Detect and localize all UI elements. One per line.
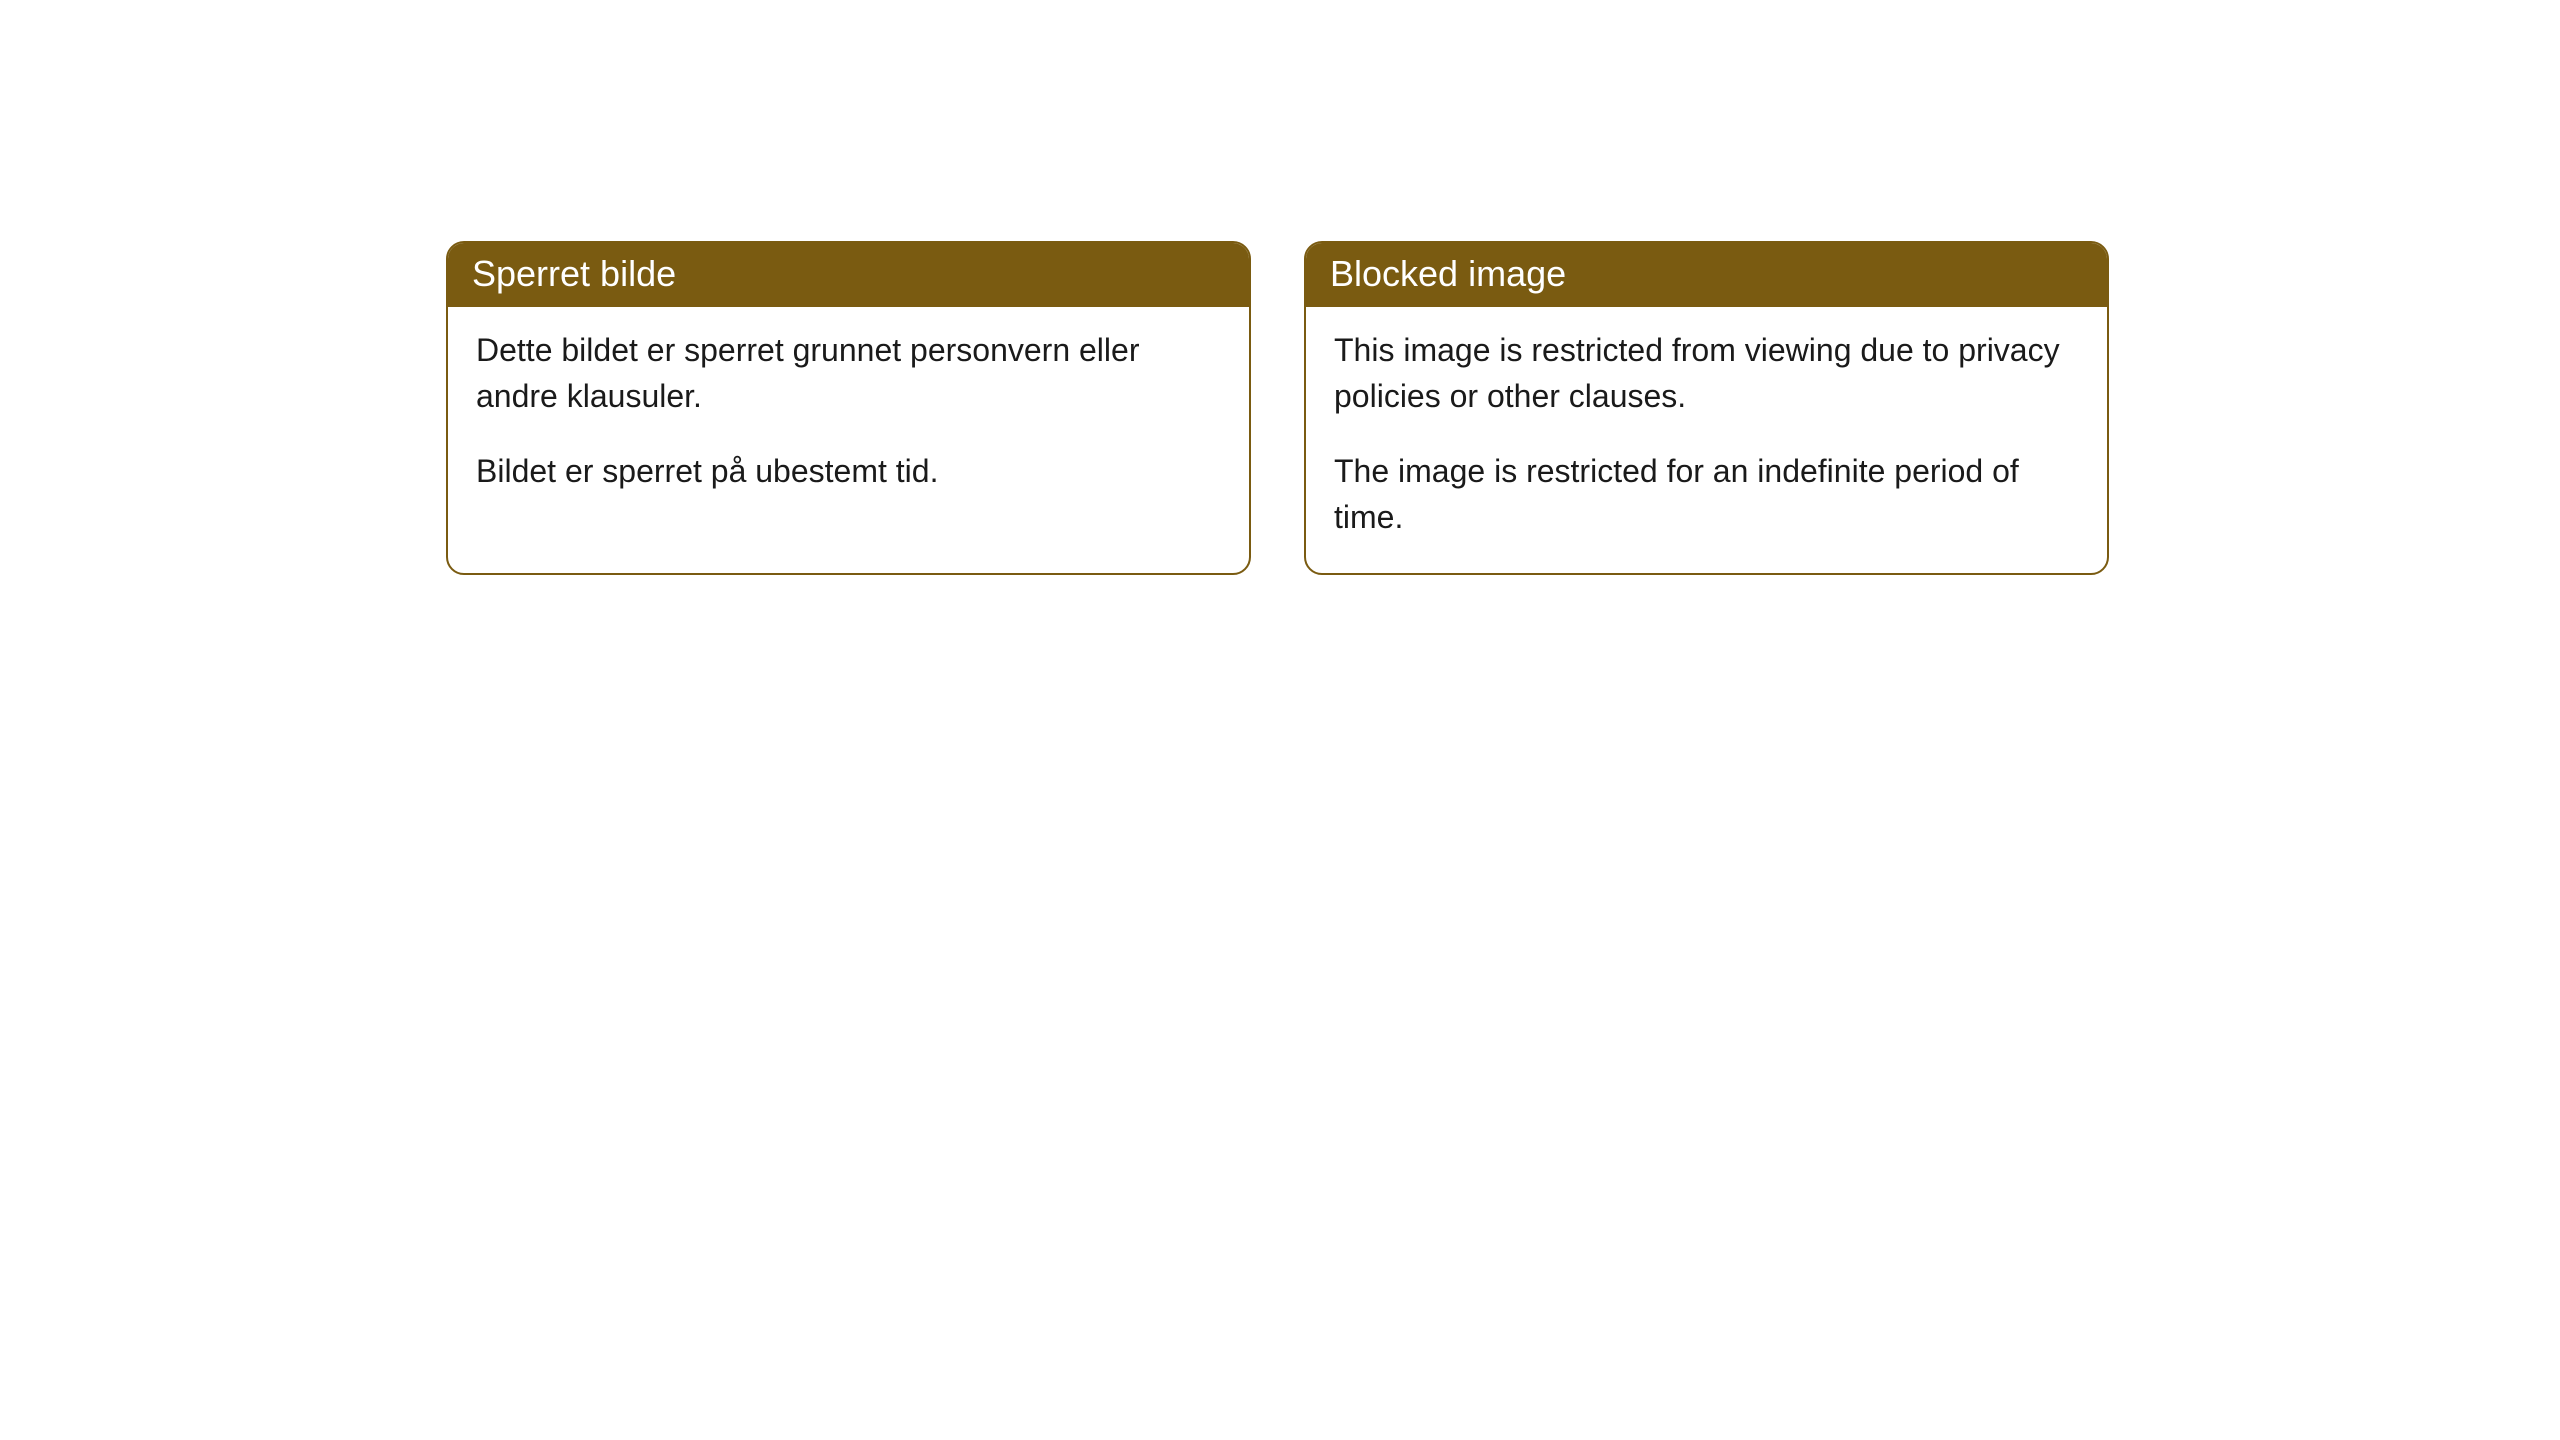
card-body: Dette bildet er sperret grunnet personve…	[448, 307, 1249, 526]
card-paragraph: This image is restricted from viewing du…	[1334, 327, 2079, 420]
card-body: This image is restricted from viewing du…	[1306, 307, 2107, 573]
card-header: Sperret bilde	[448, 243, 1249, 307]
card-paragraph: Dette bildet er sperret grunnet personve…	[476, 327, 1221, 420]
card-paragraph: The image is restricted for an indefinit…	[1334, 448, 2079, 541]
card-container: Sperret bilde Dette bildet er sperret gr…	[446, 241, 2109, 575]
notice-card-english: Blocked image This image is restricted f…	[1304, 241, 2109, 575]
card-title: Sperret bilde	[472, 253, 676, 294]
card-header: Blocked image	[1306, 243, 2107, 307]
notice-card-norwegian: Sperret bilde Dette bildet er sperret gr…	[446, 241, 1251, 575]
card-title: Blocked image	[1330, 253, 1566, 294]
card-paragraph: Bildet er sperret på ubestemt tid.	[476, 448, 1221, 494]
